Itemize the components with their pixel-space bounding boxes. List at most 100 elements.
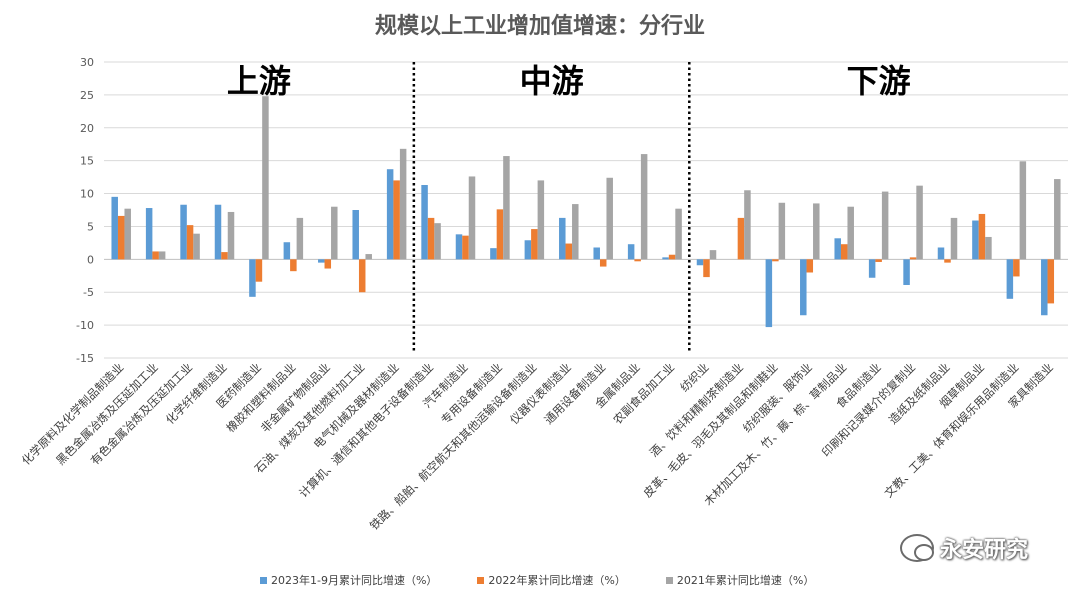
bar-series-2-cat-3	[227, 211, 235, 260]
legend-item-2022: 2022年累计同比增速（%）	[477, 572, 626, 588]
bar-series-0-cat-15	[627, 244, 635, 260]
bar-series-2-cat-19	[778, 202, 786, 260]
y-tick-label: -5	[83, 286, 94, 299]
bar-series-1-cat-13	[565, 243, 573, 260]
bar-series-2-cat-21	[847, 206, 854, 260]
bar-series-2-cat-0	[124, 208, 131, 260]
section-labels: 上游 中游 下游	[227, 62, 911, 100]
x-tick-label: 农副食品加工业	[610, 360, 677, 427]
bar-series-2-cat-14	[606, 177, 613, 260]
bar-series-0-cat-21	[834, 238, 841, 260]
legend-swatch-2023	[260, 576, 267, 584]
bar-series-1-cat-16	[668, 254, 676, 260]
bar-series-2-cat-27	[1054, 179, 1061, 260]
bar-series-2-cat-22	[881, 191, 889, 260]
bar-series-0-cat-7	[352, 210, 359, 260]
bar-series-2-cat-5	[296, 217, 304, 260]
y-tick-label: -15	[76, 352, 94, 365]
bar-series-2-cat-25	[985, 236, 992, 260]
bar-series-2-cat-11	[503, 156, 510, 260]
watermark-text: 永安研究	[940, 538, 1029, 563]
gridlines	[104, 61, 1068, 359]
section-label: 下游	[847, 62, 911, 100]
bar-series-0-cat-27	[1041, 259, 1048, 316]
bar-series-2-cat-17	[709, 250, 717, 260]
bar-series-0-cat-13	[559, 217, 566, 260]
bar-series-2-cat-26	[1019, 161, 1027, 260]
bar-series-0-cat-24	[937, 247, 945, 260]
bar-series-2-cat-16	[675, 208, 682, 260]
y-tick-label: 15	[80, 155, 94, 168]
bar-series-1-cat-27	[1047, 259, 1055, 304]
bar-series-0-cat-8	[386, 169, 394, 260]
y-tick-label: 10	[80, 188, 94, 201]
legend-item-2023: 2023年1-9月累计同比增速（%）	[260, 572, 437, 588]
bar-series-1-cat-14	[599, 259, 607, 267]
y-axis: -15 -10 -5 0 5 10 15 20 25 30	[76, 56, 94, 365]
bar-series-1-cat-4	[255, 259, 263, 282]
bar-series-0-cat-10	[455, 234, 463, 260]
bar-series-0-cat-12	[524, 240, 532, 260]
y-tick-label: -10	[76, 319, 94, 332]
bar-series-1-cat-6	[324, 259, 332, 269]
bar-series-2-cat-13	[572, 204, 579, 260]
bar-series-1-cat-12	[531, 229, 538, 260]
bar-series-2-cat-8	[399, 148, 407, 260]
legend-item-2021: 2021年累计同比增速（%）	[665, 572, 814, 588]
bar-series-1-cat-19	[772, 259, 779, 262]
bar-series-0-cat-2	[180, 204, 187, 260]
watermark: 永安研究	[900, 532, 1028, 564]
bar-series-2-cat-20	[813, 203, 820, 260]
legend: 2023年1-9月累计同比增速（%） 2022年累计同比增速（%） 2021年累…	[260, 572, 814, 588]
bar-series-1-cat-26	[1013, 259, 1020, 277]
legend-label-2022: 2022年累计同比增速（%）	[488, 574, 626, 587]
bar-series-0-cat-3	[214, 204, 222, 260]
bar-series-0-cat-4	[249, 259, 256, 297]
bar-series-2-cat-15	[640, 154, 648, 260]
y-tick-label: 20	[80, 122, 94, 135]
bar-series-1-cat-24	[944, 259, 951, 263]
bar-series-0-cat-22	[868, 259, 876, 278]
x-axis-labels: 化学原料及化学制品制造业黑色金属冶炼及压延加工业有色金属冶炼及压延加工业化学纤维…	[19, 360, 1056, 533]
bar-series-2-cat-7	[365, 254, 372, 260]
bar-series-1-cat-9	[427, 217, 435, 260]
bar-series-1-cat-18	[737, 217, 745, 260]
bar-series-1-cat-21	[840, 244, 848, 260]
bar-series-1-cat-8	[393, 180, 400, 260]
bar-series-2-cat-18	[744, 190, 751, 260]
bar-series-0-cat-6	[318, 259, 325, 263]
bar-series-2-cat-12	[537, 180, 545, 260]
bar-series-0-cat-20	[800, 259, 807, 316]
bar-series-0-cat-16	[662, 257, 669, 260]
bar-series-2-cat-24	[950, 217, 958, 260]
bar-series-0-cat-5	[283, 242, 291, 260]
section-label: 上游	[227, 62, 291, 100]
section-label: 中游	[520, 62, 584, 100]
bar-series-2-cat-6	[331, 206, 338, 260]
bar-series-1-cat-11	[496, 209, 504, 260]
bar-series-2-cat-9	[434, 223, 441, 260]
bar-series-1-cat-2	[186, 225, 194, 260]
y-tick-label: 5	[87, 220, 94, 233]
bar-series-1-cat-0	[117, 215, 125, 260]
bar-series-1-cat-15	[634, 259, 641, 262]
bar-series-0-cat-14	[593, 247, 600, 260]
bar-series-0-cat-19	[765, 259, 773, 328]
bar-series-1-cat-22	[875, 259, 882, 262]
bar-series-1-cat-23	[909, 257, 917, 260]
bar-series-1-cat-7	[358, 259, 366, 293]
bar-series-0-cat-11	[490, 248, 497, 260]
bar-series-1-cat-5	[290, 259, 297, 272]
bar-series-2-cat-2	[193, 233, 200, 260]
wechat-icon	[900, 534, 934, 562]
bar-series-2-cat-4	[262, 96, 269, 260]
bar-series-1-cat-10	[462, 235, 469, 260]
bar-series-2-cat-10	[468, 176, 476, 260]
bar-series-0-cat-25	[972, 220, 979, 260]
bar-series-1-cat-17	[703, 259, 710, 278]
section-separators	[412, 62, 691, 352]
y-tick-label: 0	[87, 253, 94, 266]
bar-series-0-cat-0	[111, 196, 118, 260]
bar-series-0-cat-9	[421, 185, 428, 260]
